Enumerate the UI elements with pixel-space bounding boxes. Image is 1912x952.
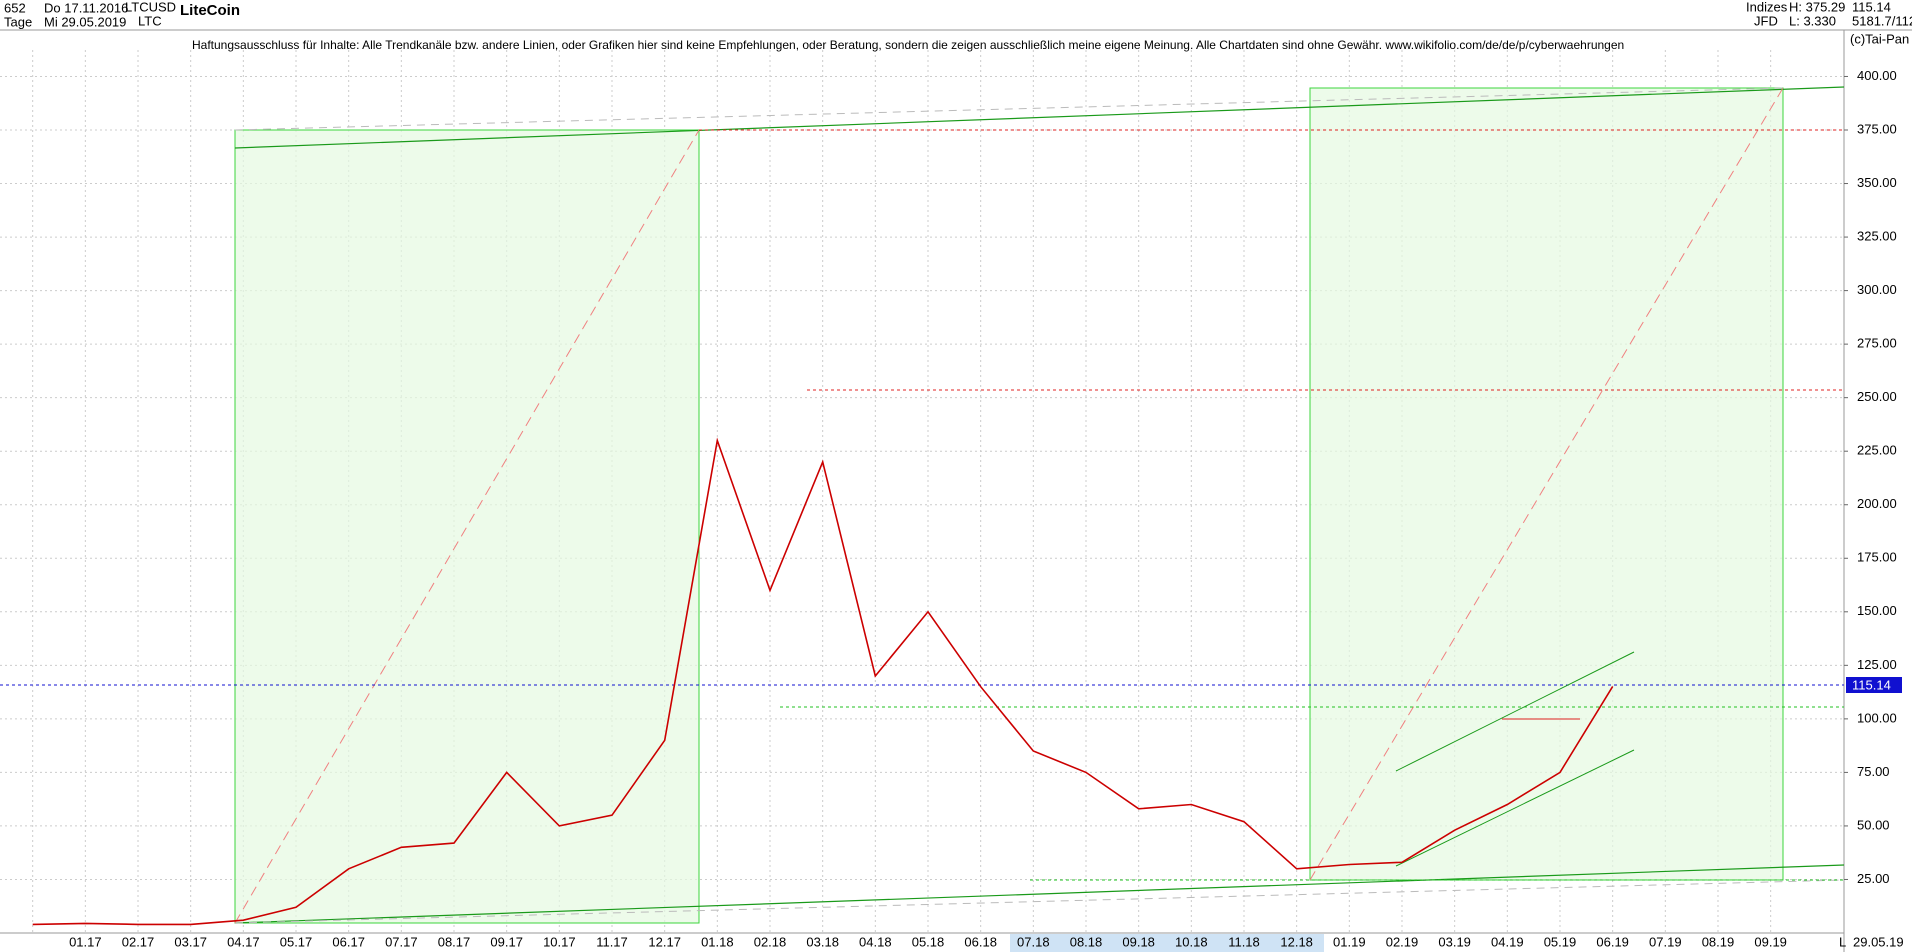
y-tick-label: 250.00	[1857, 389, 1897, 404]
channel-line	[1395, 651, 1635, 772]
y-tick-label: 50.00	[1857, 817, 1890, 832]
trend-line	[234, 864, 1845, 924]
dashed-diagonal	[1309, 87, 1784, 881]
dashed-diagonal	[234, 129, 700, 924]
x-tick-label: 09.17	[490, 934, 523, 949]
price-line	[32, 437, 1614, 926]
x-tick-label: 03.17	[174, 934, 207, 949]
start-date: Do 17.11.2016	[44, 0, 128, 15]
x-tick-label: 04.19	[1491, 934, 1524, 949]
x-tick-label: 02.18	[754, 934, 787, 949]
x-tick-label: 03.19	[1438, 934, 1471, 949]
x-tick-label: 01.19	[1333, 934, 1366, 949]
x-tick-label: 02.19	[1386, 934, 1419, 949]
x-tick-label: 06.18	[964, 934, 997, 949]
x-tick-label: 12.17	[648, 934, 681, 949]
x-tick-label: 06.17	[332, 934, 365, 949]
channel-line	[1395, 749, 1635, 867]
end-date: Mi 29.05.2019	[44, 14, 126, 29]
x-tick-label: 04.18	[859, 934, 892, 949]
y-tick-label: 275.00	[1857, 336, 1897, 351]
price-tag-label: 115.14	[1852, 677, 1891, 692]
x-tick-label: 11.18	[1228, 934, 1260, 949]
y-tick-label: 150.00	[1857, 603, 1897, 618]
trend-line	[234, 86, 1845, 149]
x-tick-label: 08.18	[1070, 934, 1103, 949]
y-tick-label: 75.00	[1857, 764, 1890, 779]
x-tick-label: 07.19	[1649, 934, 1682, 949]
end-date-label: 29.05.19	[1853, 934, 1904, 949]
period: Tage	[4, 14, 32, 29]
dashed-line	[234, 879, 1845, 924]
x-tick-label: 07.18	[1017, 934, 1050, 949]
scale-label: L	[1839, 934, 1846, 949]
x-tick-label: 09.18	[1122, 934, 1155, 949]
x-tick-label: 10.17	[543, 934, 576, 949]
low: L: 3.330	[1789, 13, 1836, 28]
broker: JFD	[1754, 13, 1778, 28]
y-tick-label: 100.00	[1857, 710, 1897, 725]
x-tick-label: 05.18	[912, 934, 945, 949]
x-tick-label: 04.17	[227, 934, 260, 949]
x-tick-label: 08.19	[1702, 934, 1735, 949]
x-tick-label: 02.17	[122, 934, 155, 949]
high: H: 375.29	[1789, 0, 1845, 14]
symbol: LTCUSD	[125, 0, 176, 14]
x-tick-label: 03.18	[806, 934, 839, 949]
x-tick-label: 05.19	[1544, 934, 1577, 949]
y-tick-label: 25.00	[1857, 871, 1890, 886]
x-tick-label: 06.19	[1596, 934, 1629, 949]
y-tick-label: 375.00	[1857, 121, 1897, 136]
group: Indizes	[1746, 0, 1788, 14]
y-tick-label: 200.00	[1857, 496, 1897, 511]
y-tick-label: 400.00	[1857, 68, 1897, 83]
x-tick-label: 08.17	[438, 934, 471, 949]
x-tick-label: 07.17	[385, 934, 418, 949]
y-tick-label: 300.00	[1857, 282, 1897, 297]
x-tick-label: 11.17	[596, 934, 628, 949]
bars: 652	[4, 0, 26, 15]
y-tick-label: 125.00	[1857, 657, 1897, 672]
x-tick-label: 01.17	[69, 934, 102, 949]
short-symbol: LTC	[138, 13, 162, 28]
extra: 5181.7/112	[1852, 13, 1912, 28]
x-tick-label: 05.17	[280, 934, 313, 949]
y-tick-label: 225.00	[1857, 443, 1897, 458]
plot	[32, 437, 1614, 926]
y-tick-label: 350.00	[1857, 175, 1897, 190]
x-tick-label: 10.18	[1175, 934, 1208, 949]
disclaimer: Haftungsausschluss für Inhalte: Alle Tre…	[192, 38, 1624, 52]
last: 115.14	[1852, 0, 1891, 14]
price-tag	[1846, 677, 1902, 693]
copyright: (c)Tai-Pan	[1850, 31, 1909, 46]
x-tick-label: 12.18	[1280, 934, 1313, 949]
range-highlight	[1010, 934, 1324, 952]
x-tick-label: 01.18	[701, 934, 734, 949]
x-tick-label: 09.19	[1754, 934, 1787, 949]
y-tick-label: 325.00	[1857, 229, 1897, 244]
dashed-line	[234, 87, 1784, 131]
y-tick-label: 175.00	[1857, 550, 1897, 565]
chart-title: LiteCoin	[180, 2, 240, 19]
